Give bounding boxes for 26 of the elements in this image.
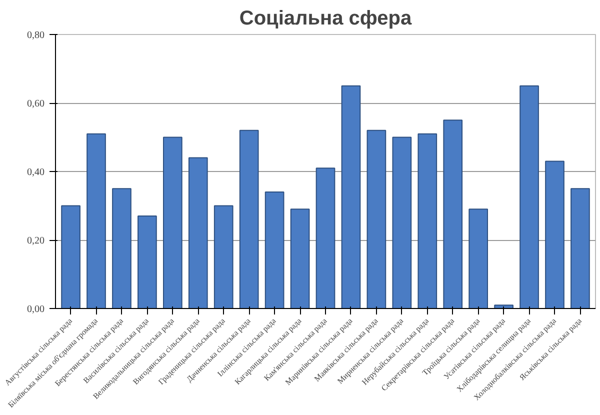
- bar: [138, 216, 157, 308]
- bar: [392, 136, 412, 308]
- bar: [443, 120, 463, 308]
- chart-title: Соціальна сфера: [239, 8, 412, 30]
- bar: [264, 192, 284, 308]
- bar: [239, 130, 259, 308]
- bar: [570, 188, 590, 308]
- y-tick-label: 0,00: [27, 304, 44, 315]
- bar: [468, 208, 488, 308]
- bar: [366, 130, 386, 308]
- y-tick-label: 0,20: [27, 236, 44, 246]
- y-tick-label: 0,40: [27, 167, 44, 178]
- bar: [341, 85, 361, 308]
- bar: [545, 160, 564, 308]
- bar: [163, 136, 182, 308]
- bar: [112, 188, 132, 308]
- bar: [290, 208, 310, 308]
- bar: [61, 205, 80, 308]
- bar: [418, 133, 438, 308]
- bar: [520, 85, 539, 308]
- bar: [188, 157, 208, 308]
- bar: [316, 168, 336, 308]
- y-tick-label: 0,80: [27, 30, 44, 41]
- bar: [86, 133, 106, 308]
- y-tick-label: 0,60: [27, 98, 44, 110]
- bar: [214, 205, 234, 308]
